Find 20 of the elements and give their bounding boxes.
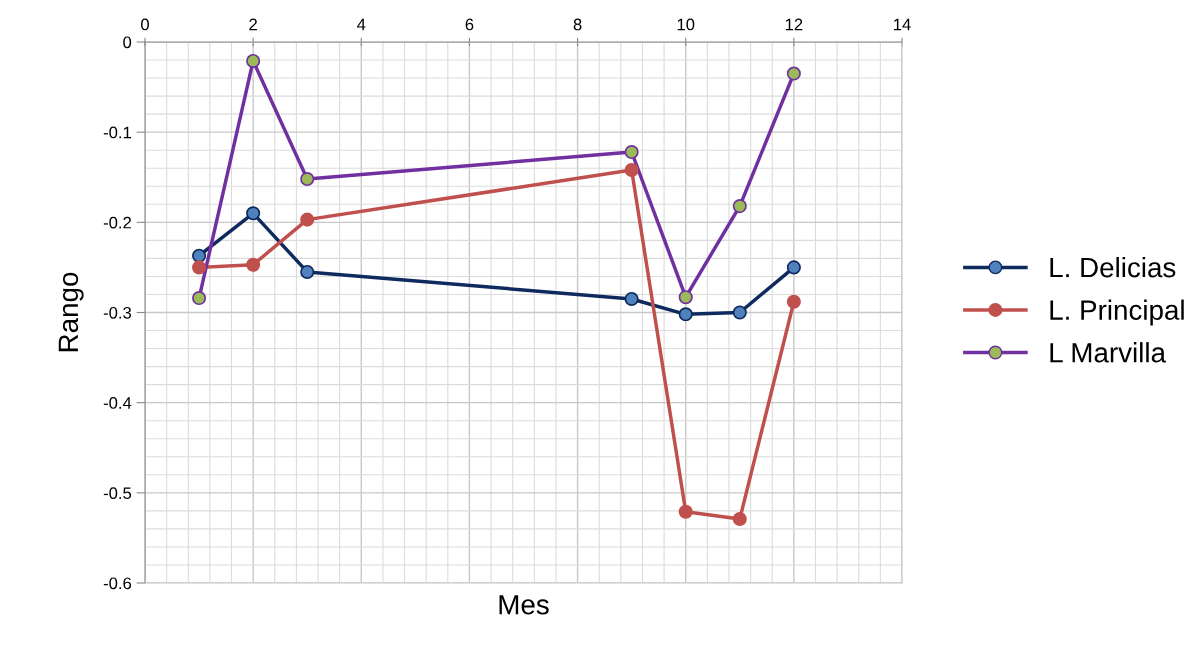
y-tick-label: -0.3 bbox=[103, 306, 132, 319]
legend-label: L Marvilla bbox=[1050, 342, 1166, 363]
x-tick-label: 8 bbox=[573, 18, 582, 31]
y-tick-label: -0.2 bbox=[103, 216, 131, 229]
x-tick-label: 6 bbox=[465, 18, 474, 31]
x-tick-label: 12 bbox=[785, 18, 803, 31]
y-tick-label: -0.6 bbox=[103, 577, 132, 590]
legend-label: L. Delicias bbox=[1050, 256, 1176, 278]
y-tick-label: 0 bbox=[123, 36, 132, 49]
y-tick-label: -0.1 bbox=[103, 126, 131, 139]
x-tick-label: 14 bbox=[894, 18, 911, 31]
x-axis-title: Mes bbox=[499, 595, 549, 615]
x-tick-label: 2 bbox=[249, 18, 257, 31]
x-tick-label: 4 bbox=[357, 18, 366, 31]
legend-label: L. Principal bbox=[1050, 299, 1184, 326]
y-axis-title: Rango bbox=[58, 272, 84, 352]
y-tick-label: -0.4 bbox=[103, 397, 132, 409]
y-tick-label: -0.5 bbox=[103, 487, 132, 500]
x-tick-label: 0 bbox=[141, 18, 149, 31]
x-tick-label: 10 bbox=[677, 18, 695, 31]
